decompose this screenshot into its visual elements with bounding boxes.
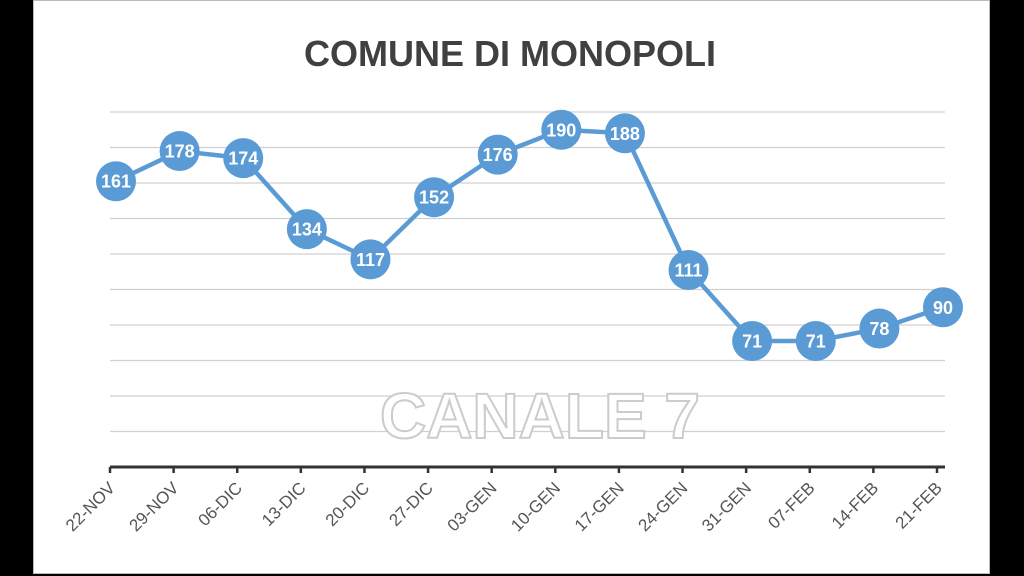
chart-area bbox=[33, 0, 990, 574]
data-point bbox=[350, 239, 391, 280]
data-point bbox=[668, 249, 709, 290]
data-label: 176 bbox=[483, 145, 513, 165]
data-point bbox=[96, 161, 136, 202]
x-tick-label: 14-FEB bbox=[828, 478, 882, 532]
data-point bbox=[159, 131, 200, 172]
data-point bbox=[414, 177, 455, 218]
x-tick-label: 22-NOV bbox=[62, 478, 119, 535]
x-tick-label: 21-FEB bbox=[892, 478, 946, 532]
data-label: 152 bbox=[419, 188, 449, 208]
data-point bbox=[732, 320, 773, 361]
data-label: 78 bbox=[869, 319, 889, 339]
watermark: CANALE 7 bbox=[380, 380, 700, 452]
data-point bbox=[541, 109, 582, 150]
x-tick-label: 29-NOV bbox=[126, 478, 183, 535]
data-point bbox=[223, 138, 264, 179]
x-tick-label: 24-GEN bbox=[635, 478, 692, 535]
data-point bbox=[795, 320, 836, 361]
data-point bbox=[604, 113, 645, 154]
data-point bbox=[923, 287, 963, 328]
data-label: 90 bbox=[933, 298, 953, 318]
data-label: 71 bbox=[806, 331, 826, 351]
x-tick-label: 17-GEN bbox=[571, 478, 628, 535]
x-tick-label: 07-FEB bbox=[764, 478, 818, 532]
data-label: 190 bbox=[546, 120, 576, 140]
x-tick-label: 06-DIC bbox=[195, 478, 247, 530]
data-label: 161 bbox=[101, 172, 131, 192]
x-tick-label: 27-DIC bbox=[385, 478, 437, 530]
data-label: 178 bbox=[165, 142, 195, 162]
data-point bbox=[859, 308, 900, 349]
x-tick-label: 03-GEN bbox=[444, 478, 501, 535]
data-label: 188 bbox=[610, 124, 640, 144]
x-tick-label: 31-GEN bbox=[698, 478, 755, 535]
x-tick-label: 10-GEN bbox=[507, 478, 564, 535]
data-point bbox=[477, 134, 518, 175]
data-label: 111 bbox=[675, 260, 703, 280]
data-label: 134 bbox=[292, 220, 322, 240]
chart-title: COMUNE DI MONOPOLI bbox=[304, 33, 716, 74]
x-tick-label: 13-DIC bbox=[258, 478, 310, 530]
data-label: 174 bbox=[228, 149, 258, 169]
data-label: 117 bbox=[356, 250, 385, 270]
x-tick-label: 20-DIC bbox=[322, 478, 374, 530]
data-label: 71 bbox=[742, 331, 762, 351]
data-point bbox=[286, 209, 327, 250]
